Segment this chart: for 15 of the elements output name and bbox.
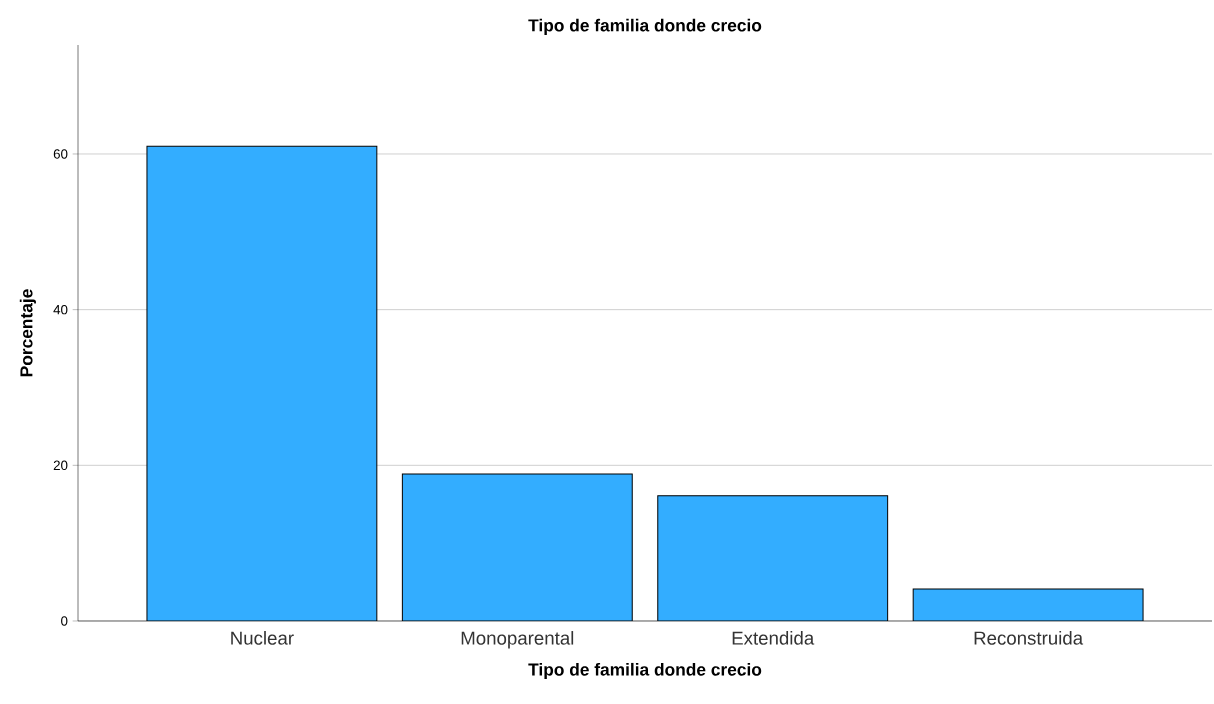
- y-axis-title: Porcentaje: [19, 289, 36, 377]
- x-tick-label: Reconstruida: [974, 631, 1084, 645]
- bar: [912, 588, 1144, 621]
- x-tick-label: Nuclear: [231, 631, 294, 645]
- bar: [657, 495, 889, 621]
- bar: [401, 473, 633, 621]
- y-tick-label: 20: [53, 460, 68, 471]
- x-axis-title: Tipo de familia donde crecio: [528, 662, 762, 680]
- y-tick-label: 40: [53, 304, 68, 315]
- y-tick-label: 0: [61, 616, 68, 626]
- x-tick-label: Extendida: [732, 631, 815, 645]
- chart-title: Tipo de familia donde crecio: [528, 18, 762, 35]
- bar: [146, 145, 378, 621]
- y-tick-label: 60: [53, 149, 68, 159]
- x-tick-label: Monoparental: [461, 631, 574, 649]
